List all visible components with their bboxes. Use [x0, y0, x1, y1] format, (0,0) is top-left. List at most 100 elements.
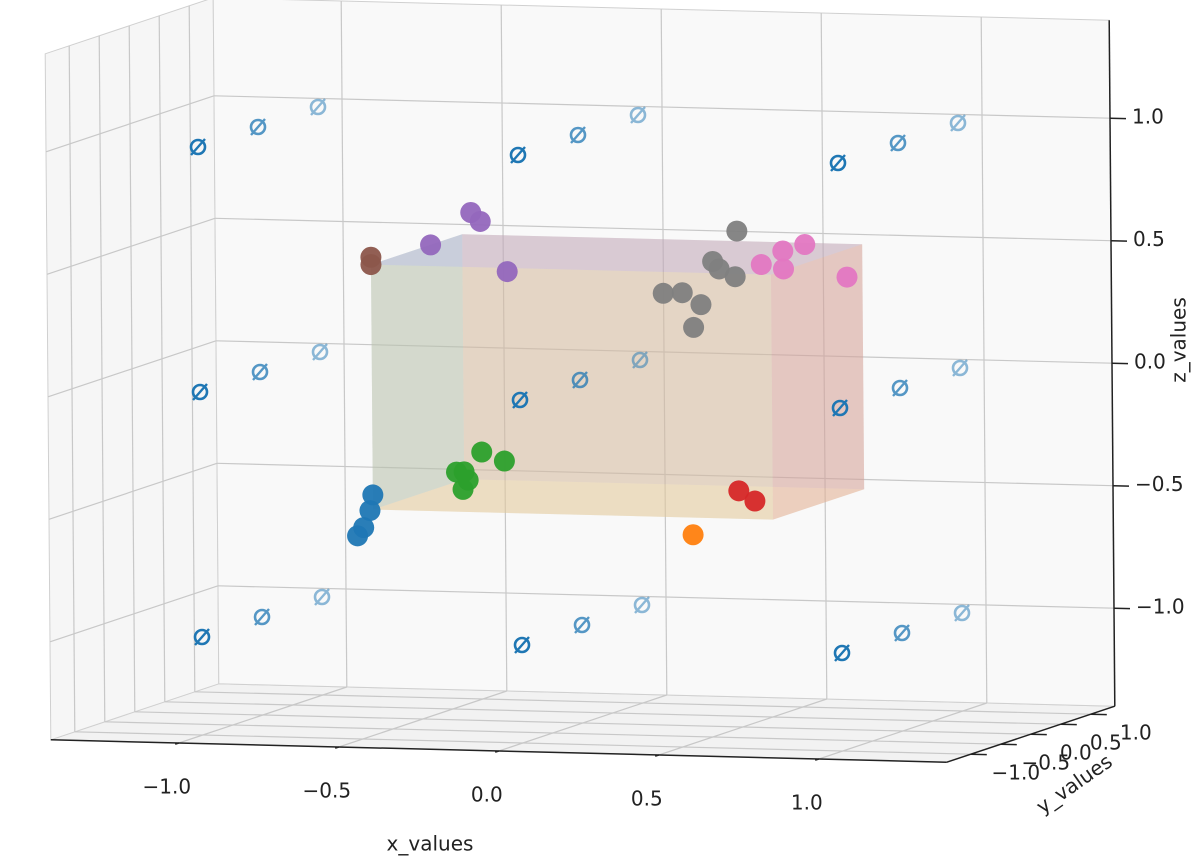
marker-ring — [571, 371, 589, 389]
marker-slash — [572, 371, 588, 389]
grid-line — [46, 217, 216, 275]
x-axis-line — [50, 739, 947, 763]
grid-line — [164, 701, 1061, 725]
marker-ring — [511, 391, 529, 409]
grid-line — [49, 585, 219, 643]
scatter-point — [496, 261, 518, 283]
y-tick-label: 0.5 — [1090, 731, 1122, 755]
marker-ring — [311, 343, 329, 361]
empty-set-marker — [889, 134, 907, 152]
scatter-point — [772, 240, 794, 262]
x-tick-label: −0.5 — [303, 779, 352, 803]
z-tick-label: −1.0 — [1136, 595, 1185, 619]
marker-slash — [954, 604, 970, 622]
empty-set-marker — [953, 604, 971, 622]
z-tick-label: 0.5 — [1133, 227, 1165, 251]
empty-set-marker — [949, 114, 967, 132]
marker-slash — [254, 608, 270, 626]
x-tick-label: −1.0 — [143, 775, 192, 799]
empty-set-marker — [833, 644, 851, 662]
marker-slash — [194, 628, 210, 646]
marker-slash — [634, 596, 650, 614]
marker-slash — [192, 383, 208, 401]
marker-ring — [893, 624, 911, 642]
grid-line — [216, 462, 1114, 487]
marker-slash — [312, 343, 328, 361]
scatter-point — [360, 254, 382, 276]
empty-set-marker — [891, 379, 909, 397]
x-tick-label: 1.0 — [791, 791, 823, 815]
z-tick-label: −0.5 — [1135, 472, 1184, 496]
empty-set-marker — [249, 118, 267, 136]
scatter-point — [724, 266, 746, 288]
grid-line — [215, 340, 1113, 364]
marker-ring — [573, 616, 591, 634]
scatter-point — [460, 202, 482, 223]
marker-ring — [513, 636, 531, 654]
grid-line — [194, 691, 1091, 715]
grid-line — [214, 217, 1112, 242]
empty-set-marker — [313, 588, 331, 606]
marker-slash — [892, 379, 908, 397]
marker-ring — [193, 628, 211, 646]
empty-set-marker — [253, 608, 271, 626]
empty-set-marker — [193, 628, 211, 646]
marker-ring — [831, 399, 849, 417]
marker-slash — [252, 363, 268, 381]
grid-line — [48, 462, 218, 520]
scatter-point — [702, 250, 724, 272]
marker-slash — [630, 106, 646, 124]
marker-ring — [629, 106, 647, 124]
marker-slash — [950, 114, 966, 132]
marker-slash — [510, 146, 526, 164]
empty-set-marker — [951, 359, 969, 377]
scatter-point — [744, 490, 766, 512]
marker-ring — [953, 604, 971, 622]
grid-line — [217, 585, 1115, 609]
marker-ring — [951, 359, 969, 377]
scatter-point — [690, 294, 712, 316]
empty-set-marker — [251, 363, 269, 381]
marker-ring — [251, 363, 269, 381]
marker-ring — [253, 608, 271, 626]
empty-set-marker — [829, 154, 847, 172]
empty-set-marker — [633, 596, 651, 614]
scatter-point — [420, 234, 442, 256]
cuboid-face — [770, 244, 865, 520]
marker-ring — [949, 114, 967, 132]
empty-set-marker — [573, 616, 591, 634]
grid-line — [134, 711, 1031, 735]
scatter-point — [457, 469, 479, 491]
marker-slash — [832, 399, 848, 417]
marker-slash — [314, 588, 330, 606]
scatter-point — [794, 234, 816, 255]
marker-ring — [313, 588, 331, 606]
marker-ring — [509, 146, 527, 164]
marker-slash — [952, 359, 968, 377]
grid-line — [213, 95, 1111, 119]
scatter-point — [726, 220, 748, 242]
empty-set-marker — [569, 126, 587, 144]
marker-ring — [833, 644, 851, 662]
x-tick-label: 0.0 — [471, 783, 503, 807]
scatter-point — [750, 254, 772, 276]
scatter-point — [682, 524, 704, 546]
empty-set-marker — [511, 391, 529, 409]
cuboid-face — [462, 234, 865, 490]
marker-slash — [512, 391, 528, 409]
empty-set-marker — [831, 399, 849, 417]
marker-slash — [574, 616, 590, 634]
empty-set-marker — [629, 106, 647, 124]
marker-ring — [633, 596, 651, 614]
x-tick-label: 0.5 — [631, 787, 663, 811]
scatter-point — [728, 480, 750, 502]
empty-set-marker — [571, 371, 589, 389]
empty-set-marker — [311, 343, 329, 361]
marker-slash — [514, 636, 530, 654]
empty-set-marker — [893, 624, 911, 642]
marker-ring — [631, 351, 649, 369]
scatter-point — [671, 282, 693, 304]
scatter-point — [836, 266, 858, 288]
marker-slash — [894, 624, 910, 642]
